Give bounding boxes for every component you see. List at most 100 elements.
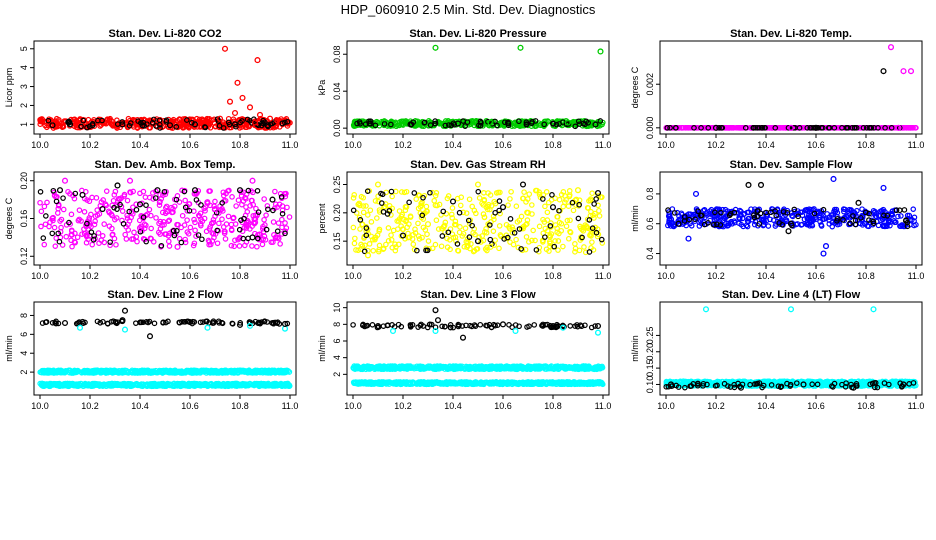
data-point xyxy=(247,118,253,124)
data-point xyxy=(261,216,267,223)
data-point xyxy=(49,230,56,237)
data-point xyxy=(126,122,133,129)
series-point xyxy=(139,122,146,129)
data-point xyxy=(128,120,134,126)
data-point xyxy=(523,119,530,126)
data-point xyxy=(113,241,119,248)
x-tick-label: 11.0 xyxy=(908,140,925,150)
data-point xyxy=(259,120,265,126)
data-point xyxy=(350,322,356,328)
data-point xyxy=(875,222,882,229)
series-point xyxy=(231,109,239,117)
series-point xyxy=(166,122,174,129)
series-point xyxy=(61,177,69,184)
x-tick-label: 11.0 xyxy=(908,271,925,281)
data-point xyxy=(153,215,159,221)
data-point xyxy=(536,223,543,230)
data-point xyxy=(223,221,230,227)
x-tick-label: 10.8 xyxy=(544,271,562,281)
x-tick-label: 10.6 xyxy=(494,140,512,150)
x-tick-label: 10.4 xyxy=(757,140,775,150)
data-point xyxy=(84,124,90,131)
data-point xyxy=(572,123,579,130)
x-tick-label: 10.8 xyxy=(544,140,562,150)
data-point xyxy=(466,196,473,203)
data-point xyxy=(284,118,291,125)
data-point xyxy=(462,123,468,129)
series-point xyxy=(279,120,286,127)
series-point xyxy=(474,181,482,188)
data-point xyxy=(438,243,445,250)
data-point xyxy=(274,228,281,234)
y-tick-label: 4 xyxy=(19,351,29,356)
data-point xyxy=(122,231,128,238)
series-point xyxy=(519,181,527,188)
data-point xyxy=(228,242,235,249)
data-point xyxy=(497,122,503,128)
data-point xyxy=(56,117,62,123)
data-point xyxy=(544,209,551,216)
x-tick-label: 11.0 xyxy=(595,271,612,281)
data-point xyxy=(541,121,548,128)
data-point xyxy=(220,125,227,131)
y-tick-label: 0.20 xyxy=(19,172,29,190)
data-point xyxy=(460,118,466,124)
data-point xyxy=(507,196,513,202)
series-point xyxy=(692,190,700,197)
series-point xyxy=(61,319,69,327)
data-point xyxy=(270,219,277,225)
data-point xyxy=(243,204,249,210)
data-point xyxy=(553,121,560,128)
series-point xyxy=(449,198,457,205)
x-tick-label: 10.0 xyxy=(344,271,362,281)
data-point xyxy=(354,120,360,127)
data-point xyxy=(60,206,67,213)
data-point xyxy=(51,224,58,231)
data-point xyxy=(229,194,235,200)
data-point xyxy=(513,203,520,209)
data-point xyxy=(239,118,245,124)
series-point xyxy=(820,250,827,257)
data-point xyxy=(72,121,79,128)
data-point xyxy=(43,213,49,219)
plot-title: Stan. Dev. Line 3 Flow xyxy=(420,289,536,301)
data-point xyxy=(385,225,392,231)
series-point xyxy=(226,98,234,105)
y-tick-label: 0.4 xyxy=(645,247,655,260)
data-point xyxy=(563,223,570,230)
data-point xyxy=(765,223,772,229)
data-point xyxy=(204,115,210,122)
data-point xyxy=(516,118,522,125)
data-point xyxy=(42,122,48,129)
data-point xyxy=(446,122,452,128)
y-tick-label: 0.20 xyxy=(332,204,342,222)
x-tick-label: 10.8 xyxy=(231,140,249,150)
x-tick-label: 10.0 xyxy=(344,140,362,150)
data-point xyxy=(192,227,198,234)
data-point xyxy=(462,225,469,232)
series-point xyxy=(900,68,907,75)
data-point xyxy=(507,216,514,222)
data-point xyxy=(163,117,170,124)
data-point xyxy=(263,212,269,218)
data-point xyxy=(226,121,233,128)
y-axis-label: ml/min xyxy=(317,335,327,362)
data-point xyxy=(570,207,577,214)
data-point xyxy=(542,203,548,210)
data-point xyxy=(572,241,578,247)
data-point xyxy=(413,196,420,202)
y-tick-label: 0.6 xyxy=(645,217,655,230)
data-point xyxy=(151,320,158,327)
data-point xyxy=(439,233,446,239)
data-point xyxy=(415,220,421,227)
y-axis-label: percent xyxy=(317,203,327,234)
plot-title: Stan. Dev. Li-820 CO2 xyxy=(109,28,222,40)
data-point xyxy=(575,215,582,222)
series-point xyxy=(432,44,439,51)
series-point xyxy=(880,68,887,75)
data-point xyxy=(396,208,403,214)
